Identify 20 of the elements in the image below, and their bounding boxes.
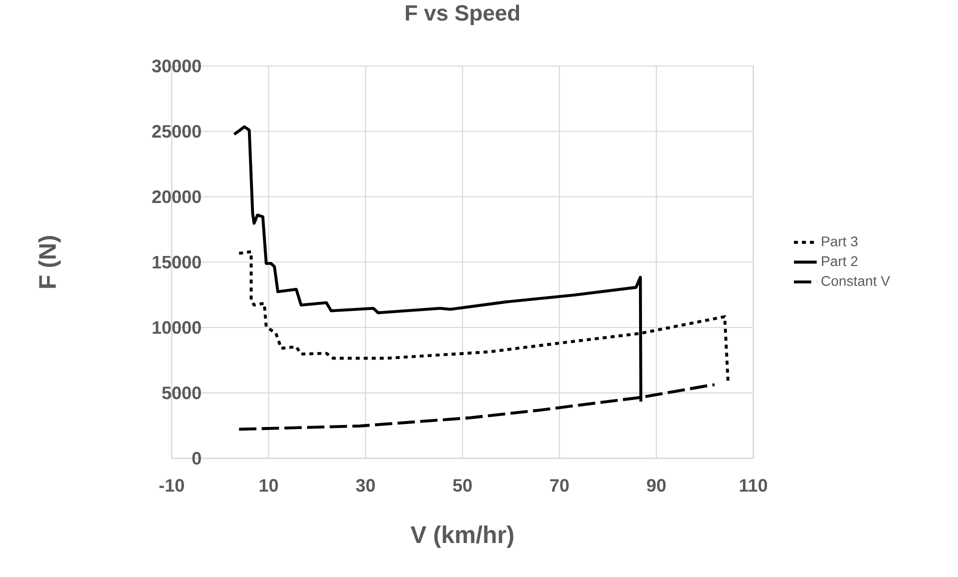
y-tick-label: 15000 xyxy=(152,256,201,269)
legend-label: Part 2 xyxy=(822,256,858,266)
y-tick-label: 0 xyxy=(192,452,201,465)
x-tick-label: -10 xyxy=(159,479,184,492)
x-tick-label: 50 xyxy=(453,479,472,492)
y-tick-label: 25000 xyxy=(152,125,201,138)
x-tick-label: 110 xyxy=(740,479,768,492)
x-tick-label: 30 xyxy=(356,479,375,492)
y-tick-label: 20000 xyxy=(152,190,201,204)
chart-title: F vs Speed xyxy=(406,4,520,26)
legend-label: Part 3 xyxy=(822,236,858,246)
x-tick-label: 70 xyxy=(550,479,569,492)
x-axis-title: V (km/hr) xyxy=(410,526,514,548)
legend-label: Constant V xyxy=(822,276,890,286)
y-tick-label: 10000 xyxy=(152,321,201,334)
y-tick-label: 30000 xyxy=(152,60,201,72)
y-axis-title: F (N) xyxy=(38,236,61,288)
y-tick-label: 5000 xyxy=(162,386,201,400)
x-tick-label: 90 xyxy=(646,479,666,492)
x-tick-label: 10 xyxy=(260,479,278,492)
